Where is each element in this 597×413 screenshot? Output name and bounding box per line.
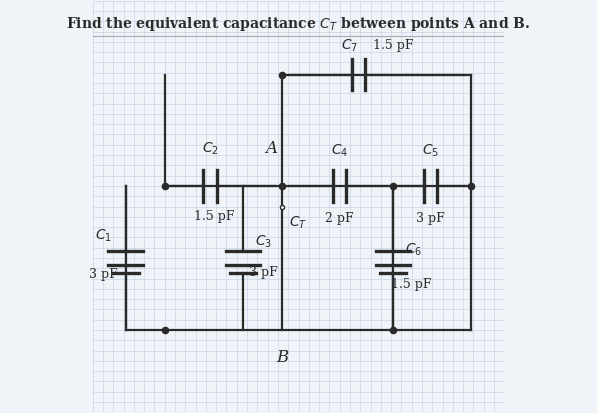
Text: $C_1$: $C_1$ [94,227,112,244]
Text: 3 pF: 3 pF [88,268,118,281]
Text: A: A [266,140,278,157]
Text: B: B [276,349,288,366]
Text: 3 pF: 3 pF [416,212,445,225]
Text: $C_7$: $C_7$ [341,38,358,54]
Text: $C_2$: $C_2$ [202,141,219,157]
Text: 3 pF: 3 pF [249,266,278,279]
Text: 1.5 pF: 1.5 pF [194,210,235,223]
Text: $C_3$: $C_3$ [255,233,272,250]
Text: $C_6$: $C_6$ [405,242,422,258]
Text: $C_T$: $C_T$ [290,215,307,231]
Text: 1.5 pF: 1.5 pF [373,40,413,52]
Text: 2 pF: 2 pF [325,212,354,225]
Text: 1.5 pF: 1.5 pF [392,278,432,291]
Text: $C_5$: $C_5$ [421,143,439,159]
Text: $C_4$: $C_4$ [331,143,348,159]
Text: Find the equivalent capacitance $C_T$ between points A and B.: Find the equivalent capacitance $C_T$ be… [66,15,531,33]
